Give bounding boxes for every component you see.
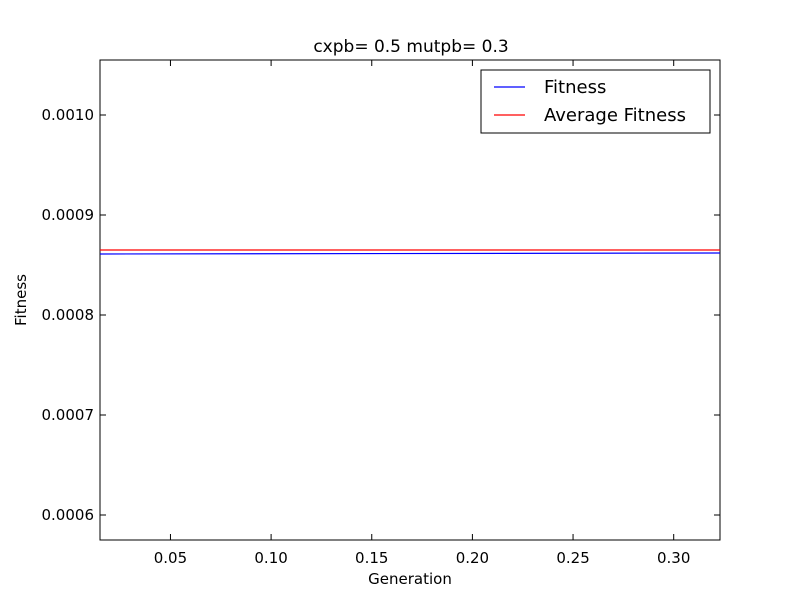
y-axis-label: Fitness	[12, 274, 30, 326]
y-tick-label: 0.0010	[42, 106, 95, 124]
y-tick-label: 0.0006	[42, 506, 95, 524]
legend-box	[480, 69, 711, 134]
legend: Fitness Average Fitness	[480, 69, 711, 134]
x-tick-label: 0.30	[657, 549, 690, 567]
x-tick-label: 0.15	[355, 549, 388, 567]
x-axis-label: Generation	[368, 570, 452, 588]
y-axis-ticks: 0.0006 0.0007 0.0008 0.0009 0.0010	[42, 106, 720, 524]
x-tick-label: 0.10	[254, 549, 287, 567]
x-tick-label: 0.20	[456, 549, 489, 567]
plot-area	[99, 59, 721, 541]
x-tick-label: 0.05	[154, 549, 187, 567]
chart-title: cxpb= 0.5 mutpb= 0.3	[313, 37, 508, 57]
legend-label-average-fitness: Average Fitness	[544, 105, 686, 126]
legend-label-fitness: Fitness	[544, 77, 606, 98]
series-layer	[99, 249, 721, 255]
x-tick-label: 0.25	[556, 549, 589, 567]
y-tick-label: 0.0008	[42, 306, 95, 324]
x-axis-ticks: 0.05 0.10 0.15 0.20 0.25 0.30	[154, 60, 690, 567]
y-tick-label: 0.0007	[42, 406, 95, 424]
series-line-fitness	[99, 252, 721, 255]
y-tick-label: 0.0009	[42, 206, 95, 224]
